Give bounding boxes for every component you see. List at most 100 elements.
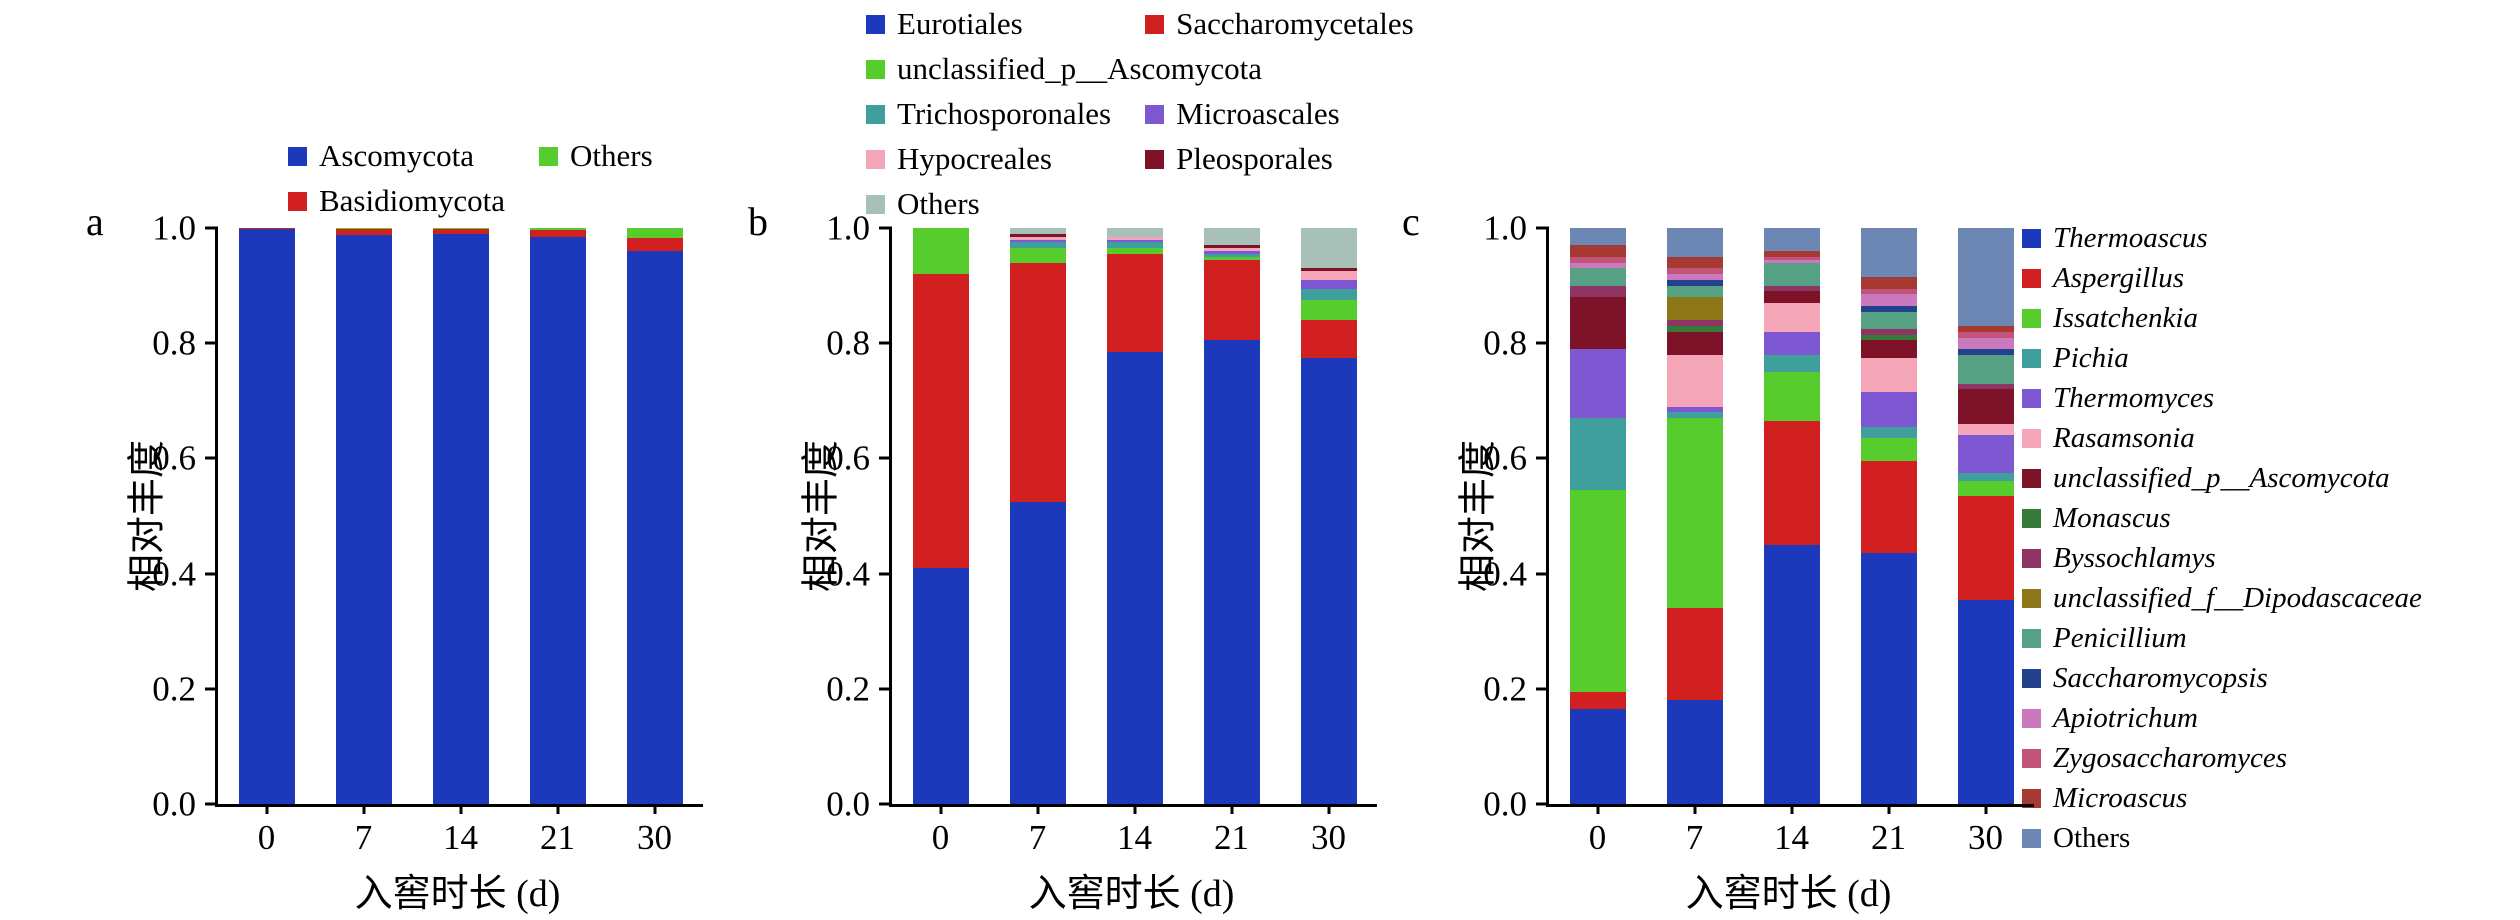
y-tick-mark [1536,572,1549,576]
plot-area-b: 0.0 0.2 0.4 0.6 0.8 1.0 0 7 14 21 30 [826,211,1377,855]
x-tick-mark [1036,804,1039,814]
y-tick-label: 0.6 [1483,438,1527,478]
bar-segment [529,236,586,804]
y-tick-label: 0.2 [1483,669,1527,709]
legend-item: Thermomyces [2022,382,2422,415]
y-tick-mark [205,572,218,576]
bar-segment [1957,383,2014,390]
legend-item: Pichia [2022,342,2422,375]
y-tick-mark [879,341,892,345]
x-tick-mark [459,804,462,814]
bar-segment [1666,279,1723,286]
legend-item: unclassified_p__Ascomycota [866,51,1414,87]
y-tick-mark [879,802,892,806]
x-tick-mark [1327,804,1330,814]
bar-segment [1957,435,2014,473]
bar-segment [1666,228,1723,257]
y-tick-label: 1.0 [152,208,196,248]
bar-segment [1106,236,1163,240]
bar-segment [1957,423,2014,436]
y-tick-label: 0.2 [152,669,196,709]
legend-swatch [1145,149,1165,169]
bar-segment [1763,372,1820,421]
bar-segment [1009,239,1066,243]
legend-label: unclassified_f__Dipodascaceae [2053,582,2422,614]
legend-swatch [866,14,885,34]
x-tick-label: 0 [931,818,950,857]
legend-label: Monascus [2053,502,2171,534]
plot-area-a: 0.0 0.2 0.4 0.6 0.8 1.0 0 7 14 21 30 [152,211,703,855]
bar-segment [432,229,489,234]
y-tick-label: 1.0 [1483,208,1527,248]
y-tick-label: 0.8 [826,323,870,363]
bar-segment [1763,251,1820,257]
bar-segment [1763,354,1820,373]
legend-label: Trichosporonales [897,96,1112,131]
bar-segment [1009,242,1066,249]
stacked-bar [1763,228,1820,804]
legend-item: Others [866,186,1414,222]
legend-swatch [2022,709,2041,728]
stacked-bar [335,228,392,804]
bar-segment [1957,228,2014,327]
x-tick-label: 14 [443,818,478,857]
bar-segment [432,233,489,804]
bar-segment [1106,351,1163,804]
legend-item: Aspergillus [2022,262,2422,295]
x-tick-label: 14 [1774,818,1809,857]
bar-segment [1763,262,1820,286]
y-tick-label: 0.4 [1483,554,1527,594]
bar-segment [626,238,683,252]
legend-swatch [538,146,558,166]
bar-segment [1009,262,1066,502]
bar-segment [1860,294,1917,306]
legend-label: Penicillium [2053,622,2187,654]
bar-segment [1666,285,1723,298]
legend-label: Rasamsonia [2053,422,2195,454]
bar-segment [1569,349,1626,419]
stacked-bar [529,228,586,804]
y-tick-mark [1536,341,1549,345]
bar-segment [1666,700,1723,804]
bar-segment [626,228,683,239]
bar-segment [1009,233,1066,237]
bar-segment [1009,501,1066,804]
legend-label: Eurotiales [897,6,1023,41]
legend-label: unclassified_p__Ascomycota [897,51,1263,86]
bar-segment [1957,326,2014,332]
legend-item: Microascus [2022,782,2422,815]
bar-segment [1569,297,1626,349]
stacked-bar [1106,228,1163,804]
y-tick-mark [205,687,218,691]
legend-item: Penicillium [2022,622,2422,655]
legend-label: unclassified_p__Ascomycota [2053,462,2390,494]
x-tick-label: 7 [1028,818,1047,857]
bar-segment [1203,228,1260,246]
y-tick-label: 0.0 [152,784,196,824]
stacked-bar [912,228,969,804]
bar-segment [1300,268,1357,272]
bar-segment [1763,259,1820,263]
y-tick-mark [879,687,892,691]
x-axis-title-a: 入窖时长 (d) [354,873,561,915]
bar-segment [1666,320,1723,326]
legend-swatch [1145,14,1165,34]
legend-item: Apiotrichum [2022,702,2422,735]
legend-item: unclassified_f__Dipodascaceae [2022,582,2422,615]
legend-label: Others [897,186,980,221]
legend-swatch [2022,269,2041,288]
bar-segment [1203,256,1260,260]
stacked-bar [432,228,489,804]
legend-swatch [2022,829,2041,848]
legend-item: unclassified_p__Ascomycota [2022,462,2422,495]
x-tick-mark [1984,804,1987,814]
x-tick-label: 0 [257,818,276,857]
y-tick-label: 0.8 [1483,323,1527,363]
legend-label: Saccharomycopsis [2053,662,2268,694]
stacked-bar [1957,228,2014,804]
x-tick-mark [362,804,365,814]
x-tick-label: 30 [637,818,672,857]
bar-segment [1009,248,1066,263]
bar-segment [335,229,392,235]
y-tick-mark [1536,226,1549,230]
